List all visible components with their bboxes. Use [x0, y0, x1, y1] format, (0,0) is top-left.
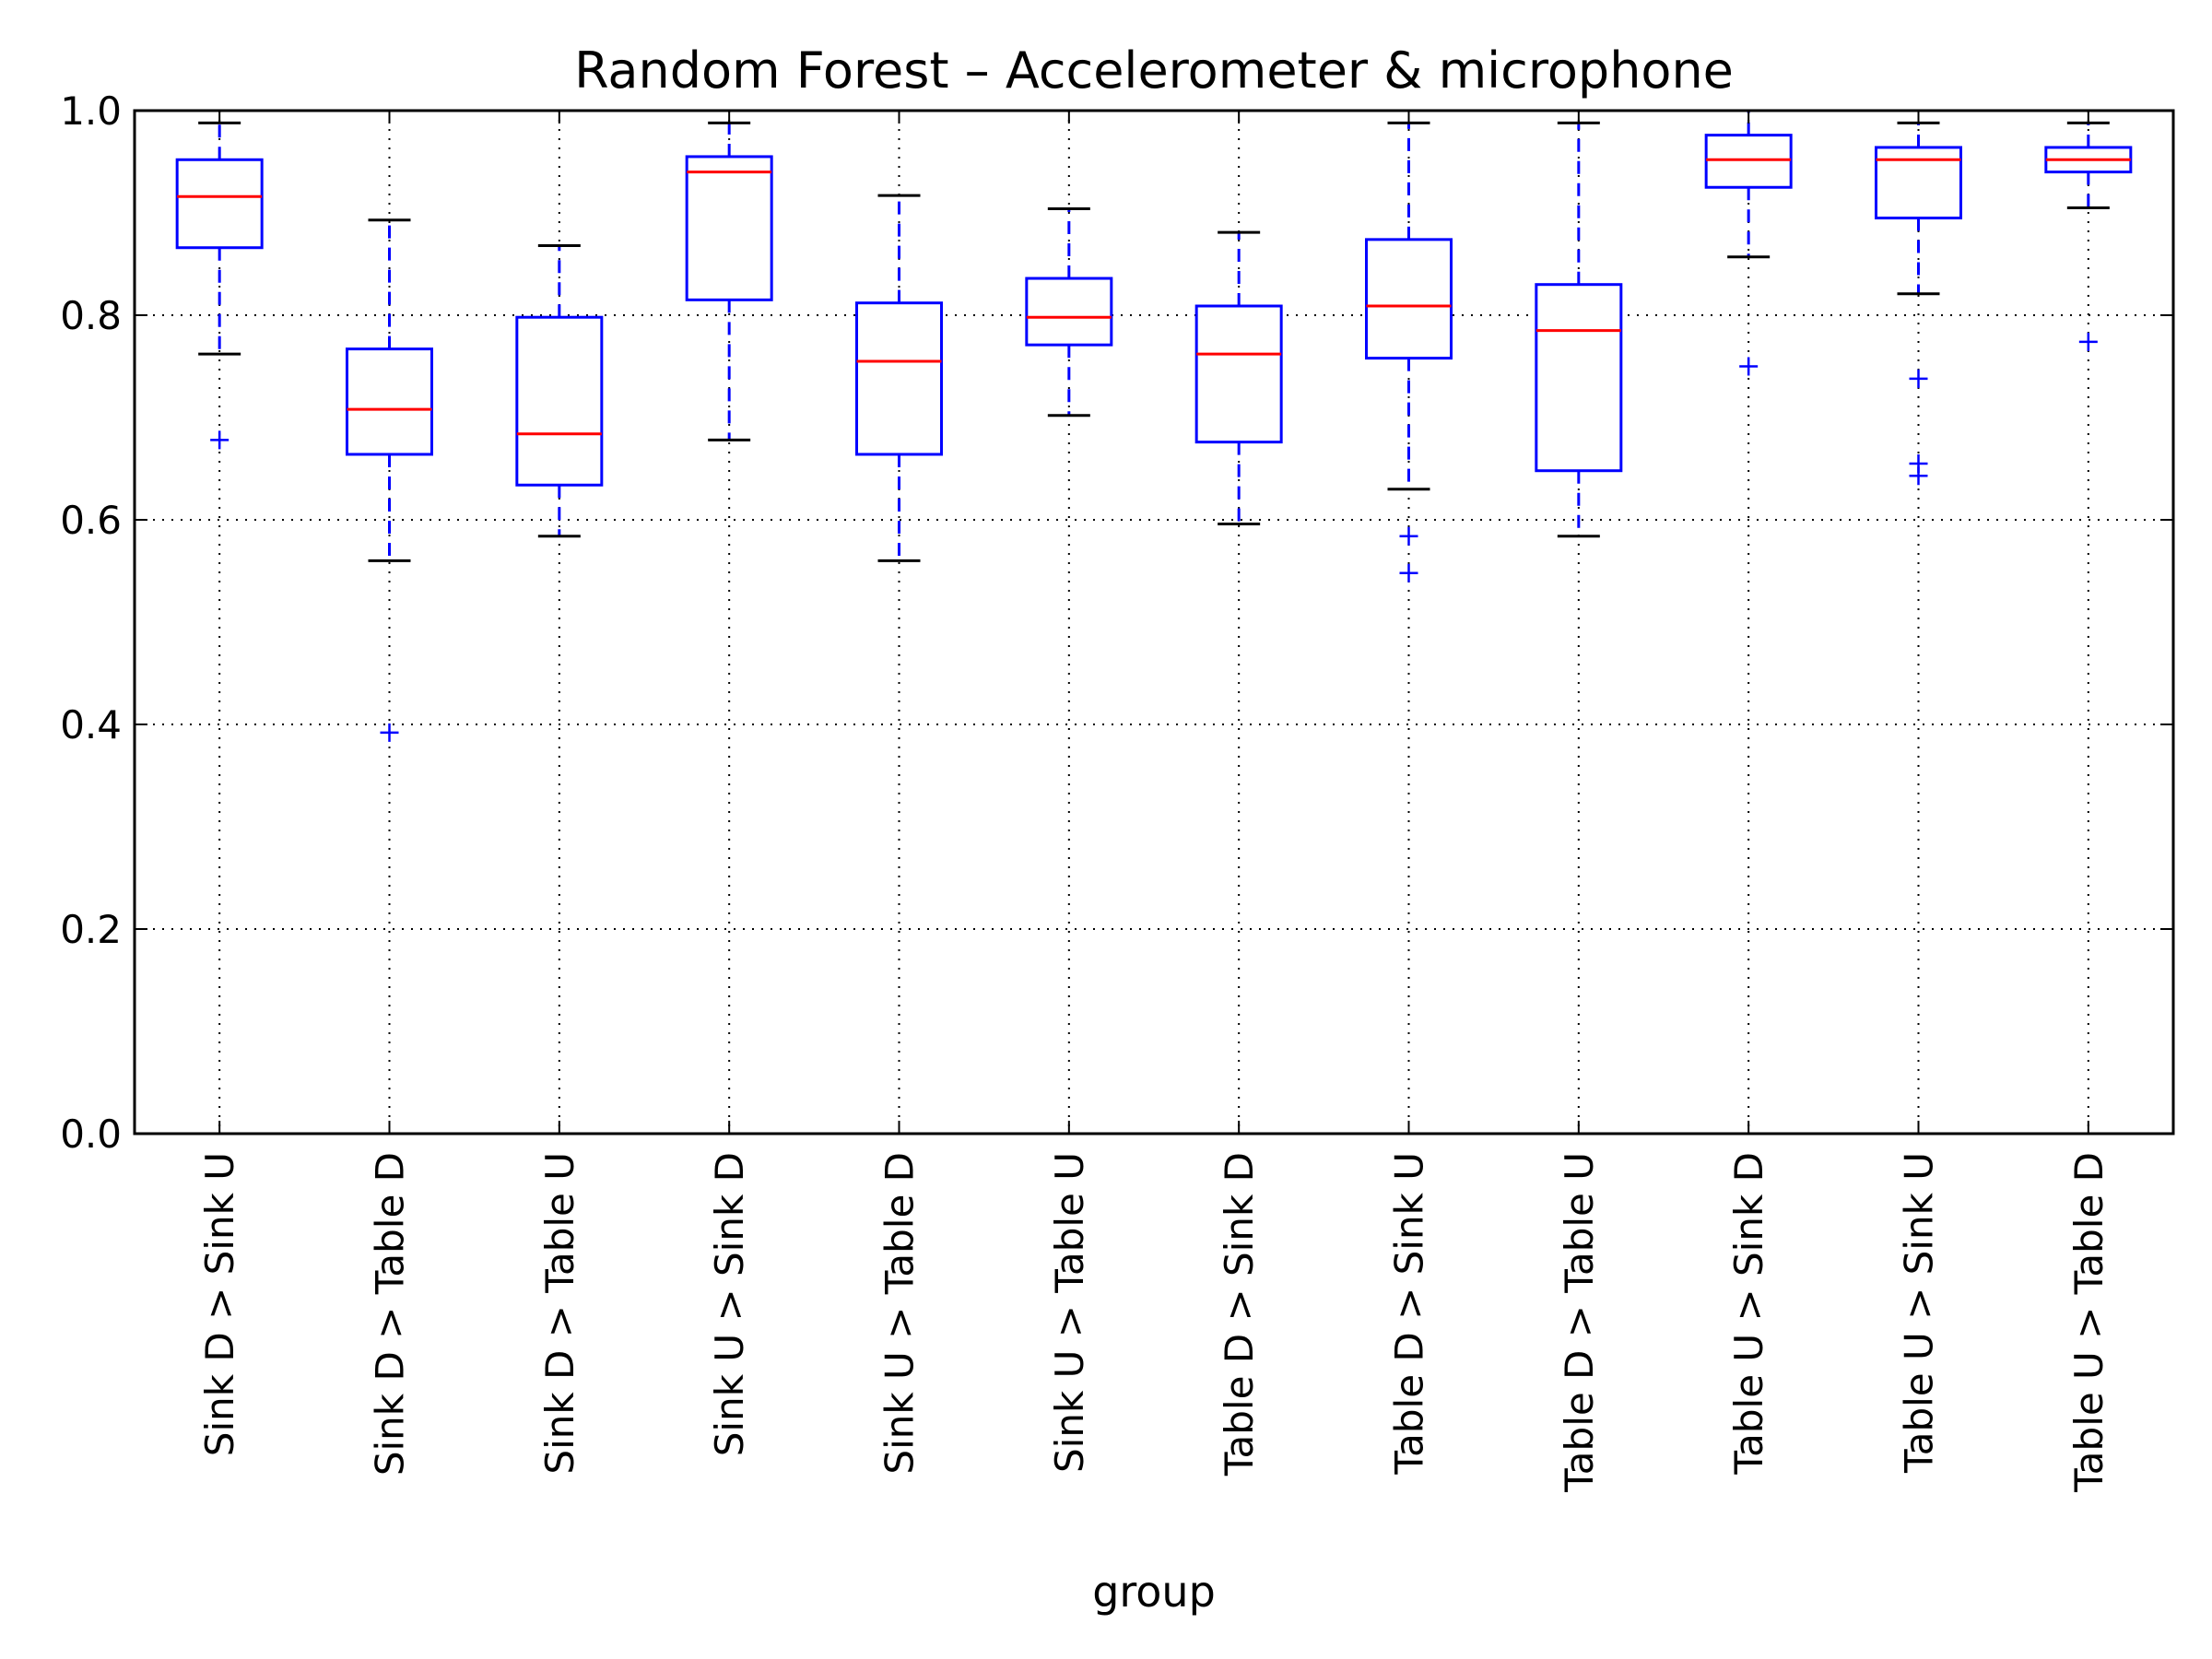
outlier-marker: [380, 723, 399, 742]
iqr-box: [1194, 304, 1283, 444]
iqr-box: [1704, 134, 1793, 189]
y-tick-label: 0.4: [60, 702, 122, 747]
box-group: [2044, 121, 2133, 351]
outlier-marker: [2078, 332, 2098, 351]
x-category-label: Table U > Sink U: [1897, 1152, 1942, 1474]
x-category-label: Sink U > Sink D: [707, 1152, 752, 1456]
y-tick-label: 0.8: [60, 293, 122, 338]
box-group: [175, 121, 264, 450]
box-group: [1704, 109, 1793, 376]
x-category-label: Sink U > Table D: [877, 1152, 923, 1475]
iqr-box: [685, 155, 773, 301]
outlier-marker: [1399, 563, 1418, 582]
plot-area-frame: [133, 109, 2175, 1135]
box-group: [1535, 121, 1623, 538]
box-group: [855, 194, 943, 562]
grid-lines: [135, 111, 2173, 1134]
x-category-label: Table D > Sink U: [1387, 1152, 1432, 1476]
x-category-label: Sink D > Sink U: [197, 1152, 242, 1456]
outlier-marker: [1399, 526, 1418, 546]
chart-title: Random Forest – Accelerometer & micropho…: [574, 41, 1734, 100]
x-category-label: Table D > Table U: [1557, 1152, 1602, 1493]
iqr-box: [1535, 283, 1623, 473]
axis-ticks: [135, 110, 2173, 1135]
x-axis-category-labels: Sink D > Sink U Sink D > Table D Sink D > …: [197, 1152, 2112, 1493]
box-group: [1875, 121, 1962, 486]
box-group: [1194, 230, 1283, 525]
box-group: [1025, 207, 1113, 418]
x-category-label: Table U > Sink D: [1726, 1152, 1771, 1476]
iqr-box: [1365, 238, 1453, 360]
iqr-box: [1875, 146, 1962, 220]
y-tick-label: 0.6: [60, 498, 122, 543]
box-group: [1365, 121, 1453, 582]
x-category-label: Table D > Sink D: [1217, 1152, 1262, 1477]
box-series: [175, 109, 2133, 742]
x-category-label: Table U > Table D: [2066, 1152, 2112, 1493]
box-group: [685, 121, 773, 441]
box-group: [515, 244, 604, 538]
y-axis-tick-labels: 0.0 0.2 0.4 0.6 0.8 1.0: [60, 88, 122, 1157]
y-tick-label: 0.0: [60, 1112, 122, 1157]
y-tick-label: 1.0: [60, 88, 122, 134]
iqr-box: [175, 158, 264, 250]
y-tick-label: 0.2: [60, 907, 122, 952]
x-category-label: Sink D > Table D: [368, 1152, 413, 1476]
iqr-box: [1025, 276, 1113, 347]
iqr-box: [855, 301, 943, 456]
x-category-label: Sink U > Table U: [1047, 1152, 1092, 1473]
iqr-box: [515, 315, 604, 487]
outlier-marker: [1909, 466, 1928, 486]
outlier-marker: [1909, 369, 1928, 388]
outlier-marker: [210, 430, 229, 450]
iqr-box: [346, 347, 433, 456]
outlier-marker: [1739, 357, 1759, 376]
x-category-label: Sink D > Table U: [537, 1152, 582, 1475]
x-axis-label: group: [1092, 1567, 1216, 1617]
box-group: [346, 218, 433, 742]
